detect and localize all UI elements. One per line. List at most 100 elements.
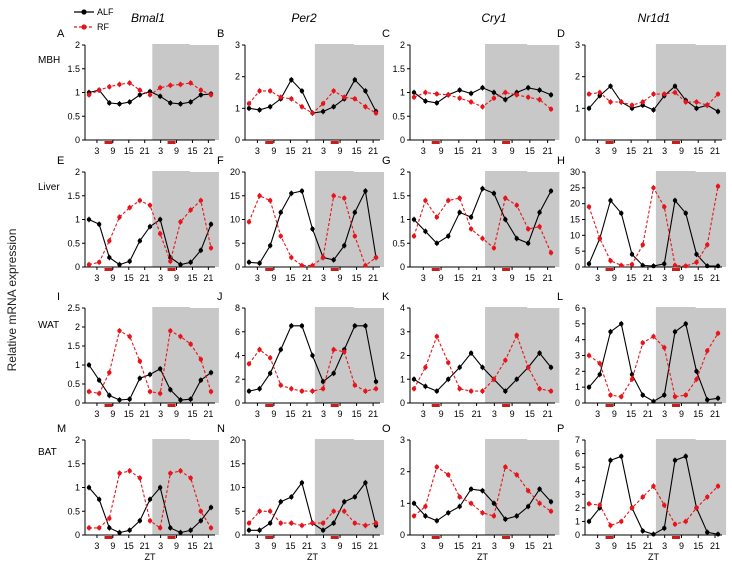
point-f-alf-2 bbox=[267, 243, 273, 248]
y-tick-label-n-4: 20 bbox=[230, 435, 240, 445]
legend: ALF RF bbox=[74, 7, 114, 32]
x-tick-label-f-5: 9 bbox=[338, 273, 343, 283]
x-tick-label-g-0: 3 bbox=[421, 273, 426, 283]
point-a-rf-1 bbox=[96, 87, 102, 93]
point-f-rf-8 bbox=[331, 193, 336, 198]
point-o-rf-9 bbox=[514, 472, 519, 478]
point-o-alf-6 bbox=[480, 488, 485, 493]
point-f-rf-4 bbox=[289, 255, 294, 260]
point-m-rf-9 bbox=[178, 468, 183, 474]
feeding-bar-c-2 bbox=[502, 141, 511, 144]
x-tick-label-k-2: 15 bbox=[454, 409, 464, 419]
point-i-alf-10 bbox=[188, 397, 193, 402]
x-tick-label-j-6: 15 bbox=[352, 409, 362, 419]
point-n-rf-7 bbox=[320, 520, 326, 526]
panel-k: 0 1 2 3 4 3 9 15 21 3 9 15 21 K bbox=[382, 291, 560, 419]
dark-phase-e-2 bbox=[185, 172, 219, 267]
point-i-rf-8 bbox=[168, 328, 173, 333]
point-o-rf-11 bbox=[537, 501, 542, 506]
point-c-rf-5 bbox=[468, 99, 474, 105]
point-l-alf-11 bbox=[705, 397, 710, 403]
point-l-rf-0 bbox=[586, 353, 592, 358]
point-e-alf-7 bbox=[157, 217, 163, 222]
point-l-alf-1 bbox=[597, 372, 602, 377]
point-i-rf-7 bbox=[157, 391, 163, 396]
x-axis-label-p: ZT bbox=[648, 552, 659, 562]
point-o-rf-3 bbox=[446, 472, 451, 478]
y-tick-label-a-0: 0 bbox=[75, 135, 80, 145]
panel-letter-m: M bbox=[57, 423, 66, 435]
point-k-alf-6 bbox=[480, 365, 485, 370]
point-d-alf-10 bbox=[694, 106, 699, 111]
point-f-rf-9 bbox=[342, 195, 347, 201]
y-tick-label-e-3: 1.5 bbox=[67, 191, 80, 201]
point-d-rf-3 bbox=[619, 99, 624, 105]
point-k-rf-2 bbox=[434, 334, 440, 339]
x-tick-label-f-1: 9 bbox=[271, 273, 276, 283]
x-tick-label-j-2: 15 bbox=[285, 409, 295, 419]
point-o-alf-1 bbox=[423, 513, 428, 519]
dark-phase-i-2 bbox=[185, 308, 219, 403]
point-i-rf-1 bbox=[96, 391, 102, 396]
x-tick-label-l-7: 21 bbox=[710, 409, 720, 419]
point-i-rf-5 bbox=[137, 359, 143, 364]
point-g-alf-3 bbox=[446, 233, 451, 239]
feeding-bar-c-1 bbox=[431, 141, 440, 144]
point-a-rf-8 bbox=[168, 83, 173, 88]
point-o-alf-11 bbox=[537, 486, 542, 492]
x-tick-label-b-0: 3 bbox=[255, 146, 260, 156]
feeding-bar-i-1 bbox=[104, 404, 113, 407]
point-i-alf-2 bbox=[107, 393, 112, 398]
point-m-alf-9 bbox=[178, 530, 183, 535]
point-l-rf-11 bbox=[705, 348, 710, 353]
x-tick-label-c-0: 3 bbox=[421, 146, 426, 156]
point-h-alf-8 bbox=[672, 198, 678, 203]
point-j-alf-0 bbox=[246, 388, 252, 394]
x-tick-label-i-7: 21 bbox=[203, 409, 213, 419]
feeding-bar-a-1 bbox=[104, 141, 113, 144]
y-axis-label: Relative mRNA expression bbox=[5, 229, 19, 372]
panel-d: 0 1 2 3 3 9 15 21 3 9 15 21 D bbox=[557, 28, 727, 156]
point-a-alf-2 bbox=[107, 100, 112, 106]
point-o-alf-5 bbox=[468, 486, 474, 492]
y-tick-label-p-2: 2 bbox=[575, 503, 580, 513]
x-tick-label-p-6: 15 bbox=[693, 541, 703, 551]
point-d-rf-6 bbox=[651, 91, 656, 97]
y-tick-label-e-1: 0.5 bbox=[67, 238, 80, 248]
point-e-rf-11 bbox=[198, 198, 204, 203]
point-i-rf-10 bbox=[188, 341, 193, 347]
y-tick-label-f-0: 0 bbox=[235, 262, 240, 272]
point-o-rf-6 bbox=[480, 510, 485, 516]
y-tick-label-i-2: 1 bbox=[75, 360, 80, 370]
point-a-rf-4 bbox=[127, 80, 132, 86]
point-m-alf-2 bbox=[107, 525, 112, 531]
point-l-rf-7 bbox=[662, 345, 667, 350]
point-g-rf-7 bbox=[491, 245, 497, 251]
y-tick-label-h-5: 25 bbox=[570, 183, 580, 193]
feeding-bar-m-2 bbox=[167, 536, 176, 539]
y-tick-label-j-2: 4 bbox=[235, 351, 240, 361]
point-h-rf-12 bbox=[715, 184, 721, 189]
x-tick-label-m-2: 15 bbox=[124, 541, 134, 551]
x-tick-label-p-3: 21 bbox=[643, 541, 653, 551]
point-b-rf-5 bbox=[299, 104, 305, 109]
point-n-rf-5 bbox=[299, 523, 305, 528]
gene-header-cry1: Cry1 bbox=[481, 11, 506, 25]
point-g-alf-0 bbox=[411, 217, 417, 222]
x-tick-label-g-6: 15 bbox=[525, 273, 535, 283]
point-k-alf-3 bbox=[446, 377, 451, 382]
point-d-rf-2 bbox=[608, 99, 613, 105]
feeding-bar-a-2 bbox=[167, 141, 176, 144]
x-tick-label-k-4: 3 bbox=[492, 409, 497, 419]
y-tick-label-m-1: 0.5 bbox=[67, 506, 80, 516]
point-f-rf-3 bbox=[278, 233, 283, 239]
dark-phase-l-2 bbox=[690, 308, 727, 403]
y-tick-label-a-3: 1.5 bbox=[67, 64, 80, 74]
point-c-rf-0 bbox=[411, 95, 417, 100]
y-tick-label-j-0: 0 bbox=[235, 398, 240, 408]
x-tick-label-d-5: 9 bbox=[679, 146, 684, 156]
panel-letter-l: L bbox=[557, 291, 563, 303]
point-f-alf-6 bbox=[310, 226, 315, 232]
x-tick-label-c-2: 15 bbox=[454, 146, 464, 156]
point-c-rf-11 bbox=[537, 97, 542, 102]
